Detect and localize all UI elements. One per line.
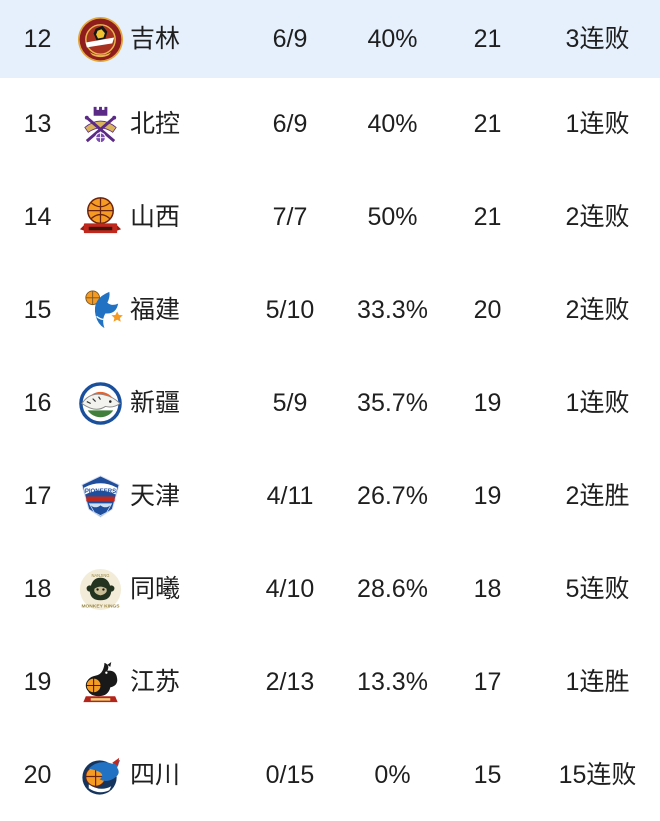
fujian-sturgeons-badge-icon bbox=[75, 287, 125, 334]
svg-text:PIONEERS: PIONEERS bbox=[84, 489, 115, 495]
points: 19 bbox=[473, 482, 502, 510]
table-row[interactable]: 16 新疆 5/9 35.7% 19 1连败 bbox=[0, 357, 660, 450]
table-row[interactable]: 17 PIONEERS 天津 4/11 26.7% 19 2连胜 bbox=[0, 450, 660, 543]
win-pct: 40% bbox=[367, 110, 418, 138]
win-pct: 40% bbox=[367, 24, 418, 53]
table-row[interactable]: 19 江苏 2/13 13.3% 17 1连胜 bbox=[0, 636, 660, 729]
points: 21 bbox=[473, 24, 502, 53]
sichuan-blue-whales-badge-icon bbox=[75, 752, 125, 799]
table-row[interactable]: 12 吉林 6/9 40% 21 3连败 bbox=[0, 0, 660, 78]
streak: 1连胜 bbox=[565, 668, 630, 696]
svg-text:MONKEY KINGS: MONKEY KINGS bbox=[81, 604, 120, 610]
table-row[interactable]: 18 NANJING MONKEY KINGS 同曦 4/10 28.6% 18… bbox=[0, 543, 660, 636]
rank: 18 bbox=[23, 575, 52, 603]
streak: 3连败 bbox=[565, 24, 630, 53]
record: 4/11 bbox=[266, 482, 314, 510]
tianjin-pioneers-badge-icon: PIONEERS bbox=[75, 473, 125, 520]
table-row[interactable]: 13 北控 6/9 40% 21 1连败 bbox=[0, 78, 660, 171]
team-name: 天津 bbox=[130, 482, 181, 510]
rank: 12 bbox=[23, 24, 52, 53]
team-name: 吉林 bbox=[130, 24, 181, 53]
team-name: 北控 bbox=[130, 110, 181, 138]
rank: 17 bbox=[23, 482, 52, 510]
record: 6/9 bbox=[272, 24, 308, 53]
win-pct: 0% bbox=[374, 760, 411, 789]
points: 21 bbox=[473, 203, 502, 231]
streak: 2连败 bbox=[565, 203, 630, 231]
svg-text:NANJING: NANJING bbox=[91, 573, 109, 578]
beijing-royal-fighters-badge-icon bbox=[75, 101, 125, 148]
rank: 16 bbox=[23, 389, 52, 417]
streak: 5连败 bbox=[565, 575, 630, 603]
points: 17 bbox=[473, 668, 502, 696]
team-name: 同曦 bbox=[130, 575, 181, 603]
record: 7/7 bbox=[272, 203, 308, 231]
record: 6/9 bbox=[272, 110, 308, 138]
team-name: 四川 bbox=[130, 760, 181, 789]
record: 2/13 bbox=[265, 668, 315, 696]
points: 15 bbox=[473, 760, 502, 789]
rank: 13 bbox=[23, 110, 52, 138]
win-pct: 50% bbox=[367, 203, 418, 231]
table-row[interactable]: 15 福建 5/10 33.3% 20 2连败 bbox=[0, 264, 660, 357]
streak: 1连败 bbox=[565, 110, 630, 138]
rank: 19 bbox=[23, 668, 52, 696]
team-name: 山西 bbox=[130, 203, 181, 231]
team-name: 新疆 bbox=[130, 389, 181, 417]
points: 21 bbox=[473, 110, 502, 138]
record: 5/9 bbox=[272, 389, 308, 417]
xinjiang-flying-tigers-badge-icon bbox=[75, 380, 125, 427]
nanjing-monkey-kings-badge-icon: NANJING MONKEY KINGS bbox=[75, 566, 125, 613]
shanxi-loongs-badge-icon bbox=[75, 194, 125, 241]
streak: 2连胜 bbox=[565, 482, 630, 510]
team-name: 福建 bbox=[130, 296, 181, 324]
win-pct: 26.7% bbox=[357, 482, 428, 510]
record: 4/10 bbox=[265, 575, 315, 603]
win-pct: 33.3% bbox=[357, 296, 428, 324]
streak: 1连败 bbox=[565, 389, 630, 417]
rank: 15 bbox=[23, 296, 52, 324]
points: 19 bbox=[473, 389, 502, 417]
streak: 2连败 bbox=[565, 296, 630, 324]
rank: 20 bbox=[23, 760, 52, 789]
jiangsu-dragons-badge-icon bbox=[75, 659, 125, 706]
win-pct: 35.7% bbox=[357, 389, 428, 417]
points: 20 bbox=[473, 296, 502, 324]
table-row[interactable]: 20 四川 0/15 0% 15 15连败 bbox=[0, 729, 660, 821]
table-row[interactable]: 14 山西 7/7 50% 21 2连败 bbox=[0, 171, 660, 264]
record: 0/15 bbox=[265, 760, 315, 789]
team-name: 江苏 bbox=[130, 668, 181, 696]
record: 5/10 bbox=[265, 296, 315, 324]
streak: 15连败 bbox=[558, 760, 637, 789]
jilin-tigers-badge-icon bbox=[75, 16, 125, 63]
rank: 14 bbox=[23, 203, 52, 231]
points: 18 bbox=[473, 575, 502, 603]
win-pct: 13.3% bbox=[357, 668, 428, 696]
win-pct: 28.6% bbox=[357, 575, 428, 603]
